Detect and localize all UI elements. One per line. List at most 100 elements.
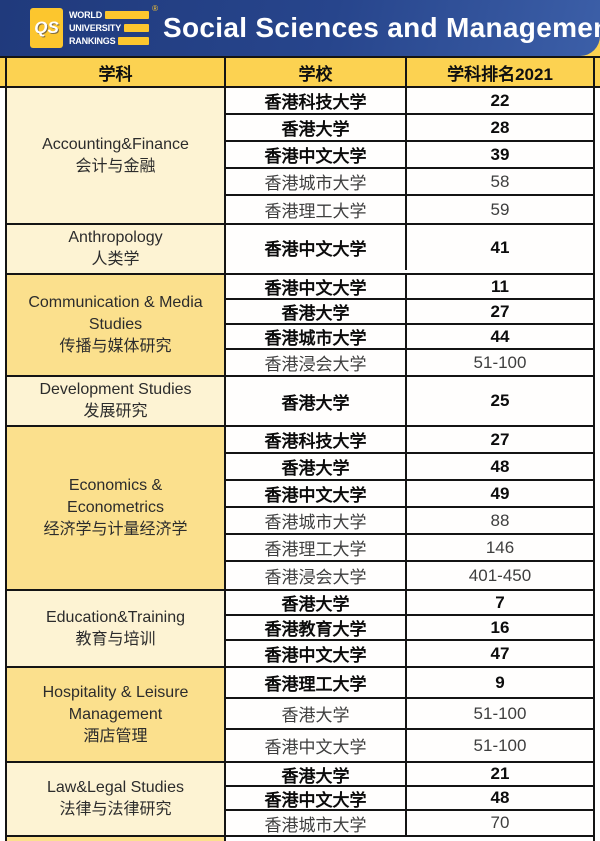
rank-cell: 146 [407, 535, 593, 560]
school-cell: 香港中文大学 [226, 275, 407, 298]
gold-bar-icon [124, 24, 149, 32]
rank-cell: 44 [407, 325, 593, 348]
school-rank-rows: 香港科技大学 27 香港大学 48 香港中文大学 49 香港城市大学 88 香港理工大学 146 香… [226, 427, 593, 589]
rank-cell: 47 [407, 641, 593, 666]
subject-group: Law&Legal Studies 法律与法律研究 香港大学 21 香港中文大学 48 香港… [7, 763, 593, 837]
school-cell: 香港中文大学 [226, 481, 407, 506]
table-row: 香港科技大学 27 [226, 427, 593, 454]
masthead-blue-bar: QS WORLD UNIVERSITY RANKINGS [0, 0, 600, 56]
school-cell: 香港城市大学 [226, 325, 407, 348]
school-rank-rows: 香港大学 7 香港教育大学 16 香港中文大学 47 [226, 591, 593, 666]
table-row: 香港中文大学 48 [226, 787, 593, 811]
page-title: Social Sciences and Management [163, 12, 600, 43]
school-cell: 香港城市大学 [226, 811, 407, 835]
school-cell: 香港理工大学 [226, 535, 407, 560]
school-rank-rows: 香港科技大学 22 香港大学 28 香港中文大学 39 香港城市大学 58 香港理工大学 59 [226, 88, 593, 223]
subject-group: Economics & Econometrics 经济学与计量经济学 香港科技大学 2… [7, 427, 593, 591]
subject-name-en: Anthropology [68, 229, 163, 246]
table-row: 香港大学 21 [226, 763, 593, 787]
table-row: 香港理工大学 9 [226, 668, 593, 699]
column-header-subject: 学科 [7, 58, 226, 86]
rank-cell: 59 [407, 196, 593, 223]
rank-cell: 25 [407, 377, 593, 425]
subject-name-zh: 法律与法律研究 [59, 801, 172, 818]
table-row: 香港城市大学 58 [226, 169, 593, 196]
rank-cell: 58 [407, 169, 593, 194]
table-header: 学科 学校 学科排名2021 [0, 56, 600, 88]
table-row: 香港大学 25 [226, 377, 593, 425]
table-body: Accounting&Finance 会计与金融 香港科技大学 22 香港大学 28 香港中… [5, 88, 595, 837]
rank-cell: 51-100 [407, 699, 593, 728]
table-row: 香港中文大学 11 [226, 275, 593, 300]
subject-name-zh: 酒店管理 [83, 727, 148, 745]
school-cell: 香港中文大学 [226, 225, 407, 270]
rank-cell: 11 [407, 275, 593, 298]
subject-name-en: Development Studies [39, 381, 192, 398]
subject-name-en: Economics & Econometrics [67, 477, 164, 516]
school-cell: 香港大学 [226, 454, 407, 479]
subject-name-en: Hospitality & Leisure Management [42, 683, 189, 723]
school-cell: 香港大学 [226, 591, 407, 614]
qs-wordmark-line: RANKINGS [69, 35, 149, 47]
school-cell: 香港城市大学 [226, 169, 407, 194]
school-rank-rows: 香港大学 21 香港中文大学 48 香港城市大学 70 [226, 763, 593, 835]
school-cell: 香港大学 [226, 300, 407, 323]
table-row: 香港教育大学 16 [226, 616, 593, 641]
subject-cell: Accounting&Finance 会计与金融 [7, 88, 226, 223]
table-row: 香港城市大学 44 [226, 325, 593, 350]
rank-cell: 41 [407, 225, 593, 270]
school-cell: 香港理工大学 [226, 196, 407, 223]
school-rank-rows: 香港理工大学 9 香港大学 51-100 香港中文大学 51-100 [226, 668, 593, 761]
qs-logo-mark: QS [30, 8, 63, 48]
school-cell: 香港大学 [226, 699, 407, 728]
school-cell: 香港中文大学 [226, 641, 407, 666]
subject-name-zh: 人类学 [91, 251, 140, 268]
subject-cell: Education&Training 教育与培训 [7, 591, 226, 666]
subject-group: Communication & Media Studies 传播与媒体研究 香港中文… [7, 275, 593, 377]
school-cell: 香港中文大学 [226, 787, 407, 810]
table-row: 香港中文大学 41 [226, 225, 593, 270]
table-row: 香港理工大学 146 [226, 535, 593, 562]
subject-name-en: Accounting&Finance [42, 135, 189, 153]
rank-cell: 28 [407, 115, 593, 140]
rank-cell: 48 [407, 787, 593, 809]
table-row: 香港中文大学 49 [226, 481, 593, 508]
school-cell: 香港城市大学 [226, 508, 407, 533]
rank-cell: 48 [407, 454, 593, 479]
school-cell: 香港大学 [226, 763, 407, 786]
school-cell: 香港教育大学 [226, 616, 407, 639]
table-row: 香港城市大学 88 [226, 508, 593, 535]
table-row: 香港大学 27 [226, 300, 593, 325]
subject-group: Accounting&Finance 会计与金融 香港科技大学 22 香港大学 28 香港中… [7, 88, 593, 225]
table-row: 香港大学 28 [226, 115, 593, 142]
rank-cell: 49 [407, 481, 593, 506]
school-cell: 香港浸会大学 [226, 562, 407, 589]
qs-wordmark-line: UNIVERSITY [69, 22, 149, 34]
subject-name-en: Law&Legal Studies [47, 779, 184, 796]
subject-cell: Economics & Econometrics 经济学与计量经济学 [7, 427, 226, 589]
subject-group: Anthropology 人类学 香港中文大学 41 [7, 225, 593, 275]
table-row: 香港中文大学 47 [226, 641, 593, 666]
table-row: 香港城市大学 70 [226, 811, 593, 835]
subject-cell: Development Studies 发展研究 [7, 377, 226, 425]
subject-name-zh: 发展研究 [83, 403, 148, 420]
subject-name-zh: 传播与媒体研究 [59, 338, 172, 355]
subject-group: Development Studies 发展研究 香港大学 25 [7, 377, 593, 427]
table-row: 香港中文大学 51-100 [226, 730, 593, 761]
column-header-school: 学校 [226, 58, 407, 86]
table-row: 香港科技大学 22 [226, 88, 593, 115]
subject-cell: Anthropology 人类学 [7, 225, 226, 273]
gold-bar-icon [105, 11, 149, 19]
subject-cell: Law&Legal Studies 法律与法律研究 [7, 763, 226, 835]
rank-cell: 9 [407, 668, 593, 697]
trademark-icon: ® [152, 4, 158, 13]
school-rank-rows: 香港中文大学 11 香港大学 27 香港城市大学 44 香港浸会大学 51-100 [226, 275, 593, 375]
school-cell: 香港大学 [226, 377, 407, 425]
table-row: 香港理工大学 59 [226, 196, 593, 223]
table-header-row: 学科 学校 学科排名2021 [5, 58, 595, 86]
school-cell: 香港科技大学 [226, 427, 407, 452]
subject-name-en: Education&Training [45, 608, 186, 626]
qs-word-rankings: RANKINGS [69, 36, 116, 46]
qs-word-world: WORLD [69, 10, 102, 20]
